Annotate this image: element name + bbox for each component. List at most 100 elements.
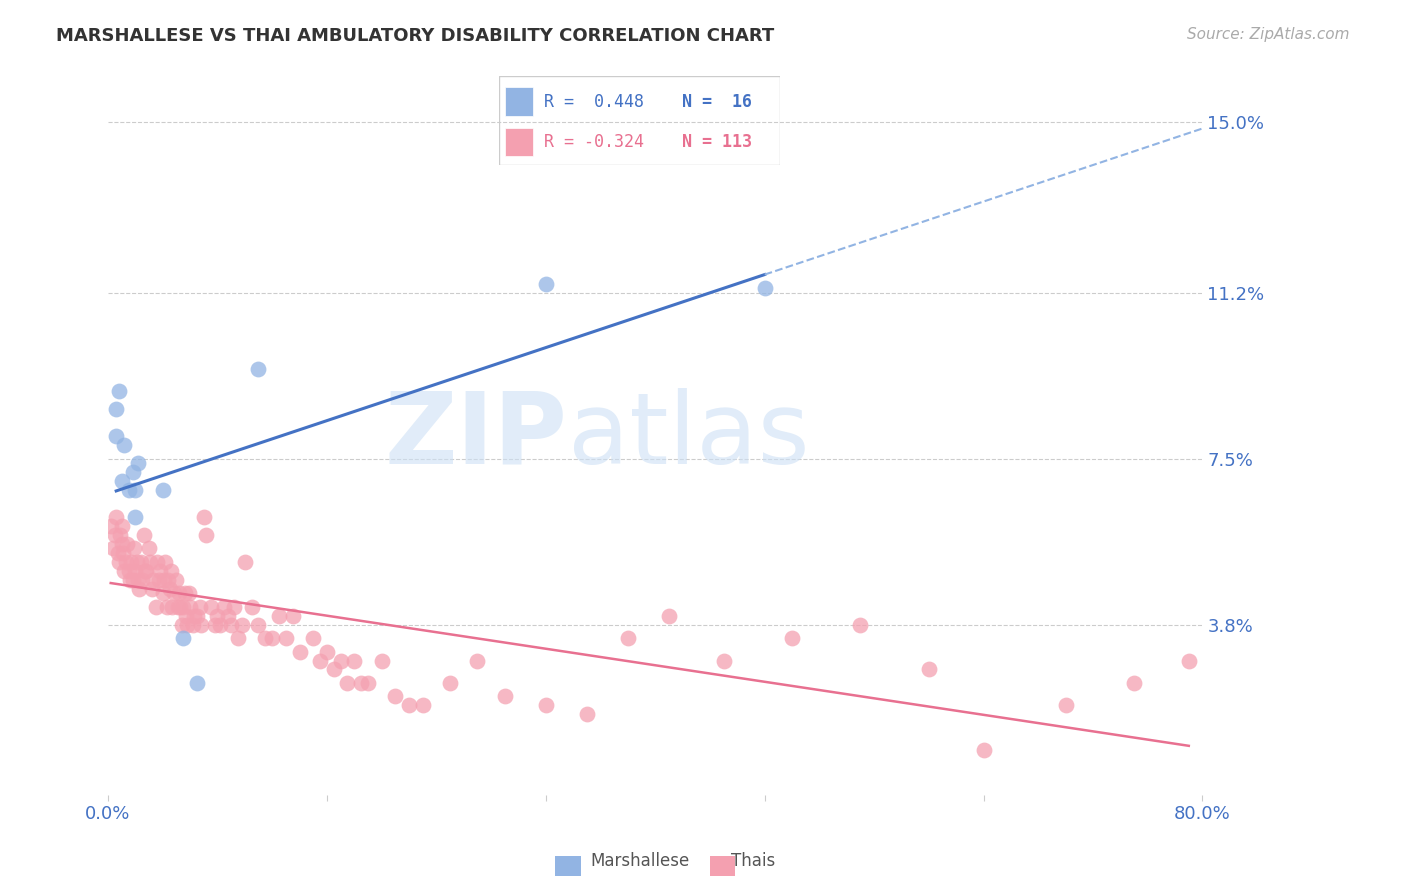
Point (1178, 653, 1201, 667)
Point (104, 528, 127, 542)
Point (160, 564, 183, 578)
Point (231, 617, 253, 632)
Point (134, 564, 156, 578)
Point (141, 582, 163, 596)
Text: Marshallese: Marshallese (591, 852, 690, 870)
Point (315, 644, 337, 658)
Text: ZIP: ZIP (385, 388, 568, 484)
Point (129, 555, 152, 569)
Point (159, 582, 181, 596)
Point (780, 631, 803, 645)
Point (128, 582, 150, 596)
Point (127, 456, 149, 470)
Point (370, 653, 392, 667)
Point (214, 599, 236, 614)
Point (167, 586, 190, 600)
Point (467, 653, 489, 667)
Point (398, 698, 420, 713)
Point (193, 510, 215, 524)
Point (179, 599, 201, 614)
Point (309, 653, 332, 667)
Point (149, 564, 172, 578)
Point (247, 617, 270, 632)
Point (617, 631, 640, 645)
Point (849, 617, 872, 632)
Point (121, 573, 143, 587)
Point (132, 528, 155, 542)
Point (117, 483, 139, 497)
Point (122, 541, 145, 556)
Point (118, 573, 141, 587)
Point (146, 555, 169, 569)
Point (156, 599, 179, 614)
Point (170, 617, 193, 632)
Point (139, 555, 162, 569)
Text: Source: ZipAtlas.com: Source: ZipAtlas.com (1187, 27, 1350, 42)
Point (343, 653, 366, 667)
Point (200, 599, 222, 614)
Point (713, 653, 735, 667)
Point (169, 599, 191, 614)
Point (105, 402, 128, 417)
Point (138, 541, 160, 556)
Point (155, 555, 177, 569)
Text: N =  16: N = 16 (682, 93, 752, 111)
Point (111, 474, 134, 488)
Point (226, 631, 249, 645)
Text: N = 113: N = 113 (682, 133, 752, 151)
Point (174, 608, 197, 623)
Point (165, 573, 187, 587)
Text: MARSHALLESE VS THAI AMBULATORY DISABILITY CORRELATION CHART: MARSHALLESE VS THAI AMBULATORY DISABILIT… (56, 27, 775, 45)
Bar (505, 128, 533, 156)
Point (195, 528, 218, 542)
Point (131, 573, 153, 587)
Point (209, 617, 232, 632)
Point (412, 698, 434, 713)
Point (207, 608, 229, 623)
Point (575, 707, 598, 722)
Point (494, 690, 516, 704)
Point (288, 644, 311, 658)
Point (222, 599, 245, 614)
Point (145, 599, 167, 614)
Point (281, 608, 304, 623)
Point (219, 617, 242, 632)
Point (153, 573, 176, 587)
Point (124, 564, 146, 578)
Point (247, 362, 270, 376)
Point (100, 519, 122, 533)
Point (186, 676, 208, 690)
Point (157, 573, 180, 587)
Point (105, 429, 128, 443)
Point (120, 555, 142, 569)
Point (336, 676, 359, 690)
Point (274, 631, 297, 645)
Point (125, 555, 148, 569)
Point (112, 438, 135, 452)
Point (384, 690, 406, 704)
Point (439, 676, 461, 690)
Point (172, 631, 194, 645)
Point (181, 617, 204, 632)
Point (1054, 698, 1077, 713)
Point (918, 663, 941, 677)
Point (534, 698, 557, 713)
Point (534, 277, 557, 291)
Point (186, 608, 208, 623)
Point (172, 599, 194, 614)
Point (1123, 676, 1146, 690)
Point (188, 599, 211, 614)
Point (350, 676, 373, 690)
Text: R = -0.324: R = -0.324 (544, 133, 644, 151)
Point (233, 555, 256, 569)
Point (112, 546, 135, 560)
Point (163, 586, 186, 600)
Text: R =  0.448: R = 0.448 (544, 93, 644, 111)
Point (108, 555, 131, 569)
Point (254, 631, 277, 645)
Point (217, 608, 239, 623)
Point (240, 599, 263, 614)
Point (183, 608, 205, 623)
Point (135, 564, 157, 578)
Point (152, 483, 174, 497)
